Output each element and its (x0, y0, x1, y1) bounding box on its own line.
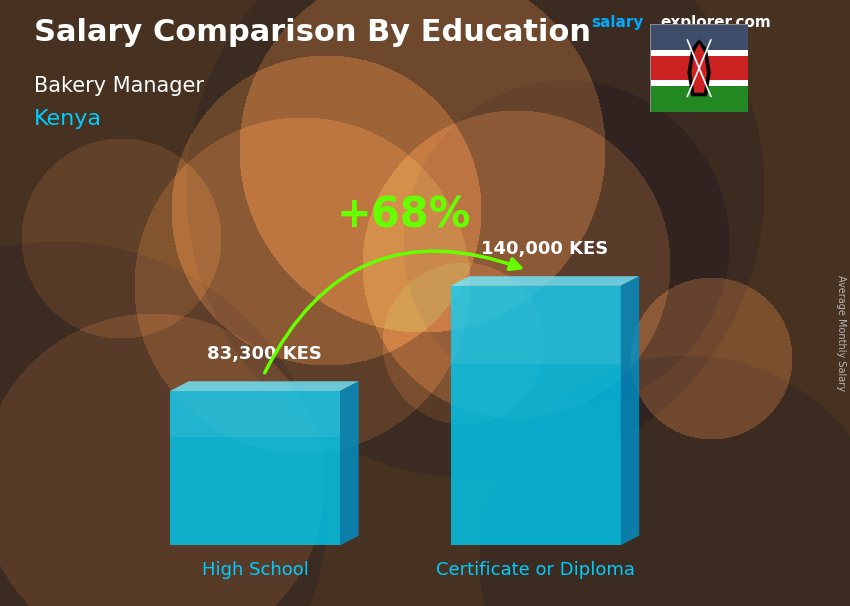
Text: Salary Comparison By Education: Salary Comparison By Education (34, 18, 591, 47)
Polygon shape (691, 44, 707, 93)
Text: salary: salary (591, 15, 643, 30)
Text: Certificate or Diploma: Certificate or Diploma (436, 561, 635, 579)
Bar (650, 82, 748, 112)
Bar (650, 80, 748, 86)
Text: Kenya: Kenya (34, 109, 102, 129)
Polygon shape (450, 276, 639, 286)
Polygon shape (450, 286, 620, 545)
Polygon shape (688, 39, 711, 96)
Text: 83,300 KES: 83,300 KES (207, 345, 322, 363)
Bar (650, 50, 748, 56)
Text: Average Monthly Salary: Average Monthly Salary (836, 275, 846, 391)
Text: +68%: +68% (337, 195, 471, 236)
Polygon shape (170, 381, 359, 391)
Polygon shape (340, 381, 359, 545)
Bar (650, 53, 748, 82)
Polygon shape (620, 276, 639, 545)
Polygon shape (170, 391, 340, 438)
Text: 140,000 KES: 140,000 KES (481, 240, 609, 258)
Polygon shape (450, 286, 620, 364)
Text: explorer.com: explorer.com (660, 15, 771, 30)
Polygon shape (170, 391, 340, 545)
Text: Bakery Manager: Bakery Manager (34, 76, 204, 96)
Text: High School: High School (201, 561, 309, 579)
Bar (650, 24, 748, 53)
